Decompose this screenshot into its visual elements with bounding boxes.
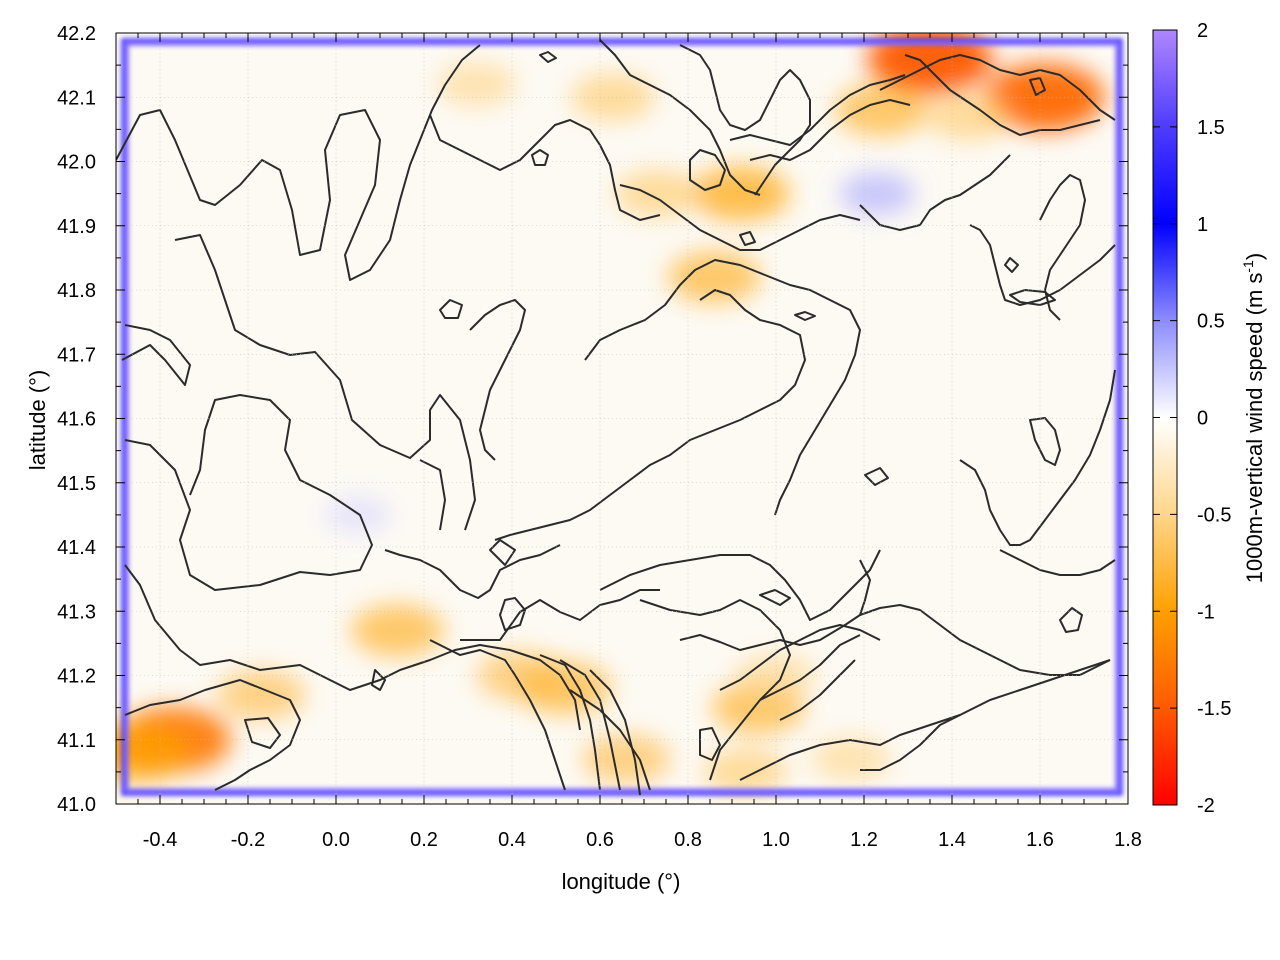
colorbar-tick-label: 1.5: [1197, 117, 1225, 139]
colorbar-tick-label: -2: [1197, 795, 1215, 817]
field-hotspot: [614, 169, 700, 218]
field-hotspot: [581, 734, 671, 785]
y-axis: 41.0 41.1 41.2 41.3 41.4 41.5 41.6 41.7 41.8 41.9…: [57, 23, 1128, 816]
field-hotspot: [702, 748, 788, 796]
field-hotspot: [810, 736, 891, 782]
x-tick-label: 0.6: [586, 829, 614, 851]
field-hotspot: [436, 61, 517, 107]
colorbar-tick-label: -0.5: [1197, 504, 1231, 526]
y-axis-label: latitude (°): [25, 370, 50, 471]
field-hotspot: [927, 92, 1012, 141]
x-tick-label: 1.2: [850, 829, 878, 851]
x-tick-label: 0.0: [322, 829, 350, 851]
x-tick-label: 1.4: [938, 829, 966, 851]
colorbar-tick-label: 1: [1197, 214, 1208, 236]
y-tick-label: 41.1: [57, 730, 96, 752]
x-tick-label: -0.4: [143, 829, 177, 851]
x-tick-label: 0.2: [410, 829, 438, 851]
colorbar-tick-label: 0: [1197, 408, 1208, 430]
x-tick-label: 1.8: [1114, 829, 1142, 851]
y-tick-label: 41.4: [57, 537, 96, 559]
field-hotspot: [324, 496, 392, 534]
colorbar-tick-label: -1.5: [1197, 698, 1231, 720]
x-tick-label: 1.6: [1026, 829, 1054, 851]
x-tick-label: -0.2: [231, 829, 265, 851]
colorbar-tick-label: 0.5: [1197, 311, 1225, 333]
y-tick-label: 41.9: [57, 216, 96, 238]
y-tick-label: 41.3: [57, 601, 96, 623]
y-tick-label: 41.6: [57, 409, 96, 431]
y-tick-label: 41.2: [57, 666, 96, 688]
field-hotspot: [839, 172, 915, 215]
field-hotspot: [867, 33, 993, 94]
y-tick-label: 41.0: [57, 794, 96, 816]
x-axis-label: longitude (°): [562, 869, 681, 894]
y-tick-label: 41.8: [57, 280, 96, 302]
field-hotspot: [570, 73, 656, 122]
field-hotspot: [691, 166, 790, 222]
field-hotspot: [834, 83, 929, 137]
x-tick-label: 0.8: [674, 829, 702, 851]
colorbar-tick-label: -1: [1197, 601, 1215, 623]
y-tick-label: 41.7: [57, 344, 96, 366]
field-hotspot: [116, 723, 190, 782]
y-tick-label: 42.2: [57, 23, 96, 45]
x-axis: -0.4 -0.2 0.0 0.2 0.4 0.6 0.8 1.0 1.2 1.4 1.6 1.8: [115, 33, 1142, 851]
field-hotspot: [216, 669, 306, 720]
colorbar: 2 1.5 1 0.5 0 -0.5 -1 -1.5 -2 1000m-vertical win…: [1152, 20, 1267, 817]
x-tick-label: 1.0: [762, 829, 790, 851]
domain-boundary: [121, 38, 1123, 796]
field-hotspot: [350, 604, 445, 657]
colorbar-label: 1000m-vertical wind speed (m s-1): [1240, 253, 1267, 583]
x-tick-label: 0.4: [498, 829, 526, 851]
y-tick-label: 42.0: [57, 152, 96, 174]
field-hotspot: [518, 662, 612, 715]
y-tick-label: 41.5: [57, 473, 96, 495]
field-hotspot: [667, 250, 762, 304]
y-tick-label: 42.1: [57, 87, 96, 109]
colorbar-tick-label: 2: [1197, 20, 1208, 42]
